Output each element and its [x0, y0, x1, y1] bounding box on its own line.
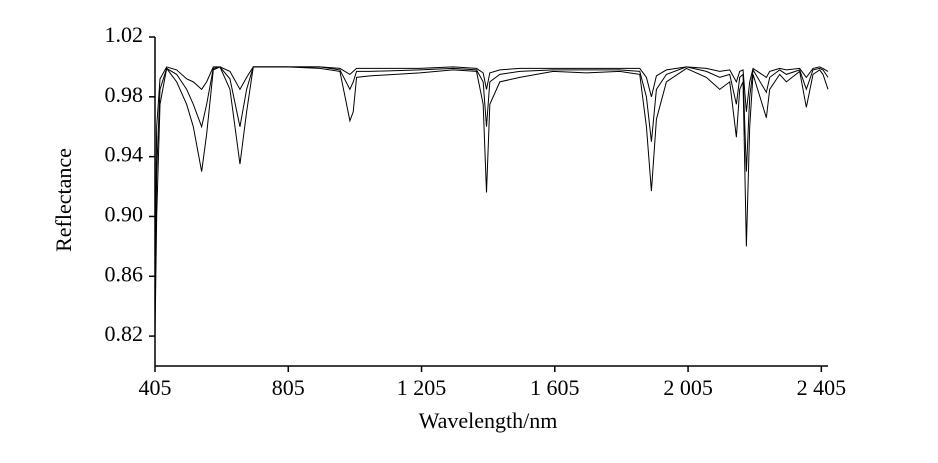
- y-tick-label: 0.94: [105, 142, 144, 167]
- spectrum-line: [154, 66, 829, 337]
- y-axis-label: Reflectance: [51, 148, 76, 252]
- y-tick-label: 0.82: [105, 321, 144, 346]
- spectrum-line: [154, 66, 829, 277]
- x-tick-label: 1 205: [397, 375, 447, 400]
- y-tick-label: 0.98: [105, 82, 144, 107]
- x-tick-label: 805: [272, 375, 305, 400]
- x-tick-label: 1 605: [530, 375, 580, 400]
- x-tick-label: 405: [139, 375, 172, 400]
- x-tick-label: 2 005: [663, 375, 713, 400]
- y-tick-label: 1.02: [105, 22, 144, 47]
- y-tick-label: 0.86: [105, 261, 144, 286]
- y-tick-label: 0.90: [105, 202, 144, 227]
- spectrum-line: [154, 66, 829, 307]
- x-tick-label: 2 405: [797, 375, 847, 400]
- x-axis-label: Wavelength/nm: [419, 408, 558, 433]
